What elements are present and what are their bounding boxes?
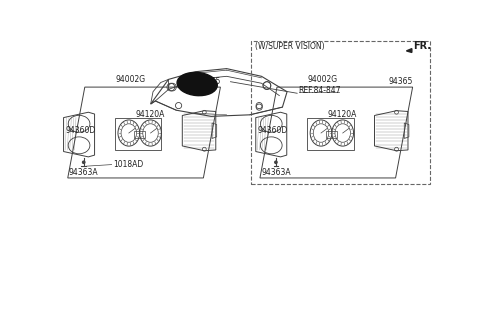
- Text: 94120A: 94120A: [136, 110, 165, 119]
- Bar: [326, 132, 337, 138]
- Bar: [134, 132, 145, 138]
- Text: FR.: FR.: [413, 41, 431, 51]
- Text: 94360D: 94360D: [257, 126, 288, 135]
- Ellipse shape: [177, 72, 217, 96]
- Text: 94365: 94365: [197, 77, 221, 86]
- Text: 94360D: 94360D: [65, 126, 96, 135]
- Text: REF.84-847: REF.84-847: [299, 86, 341, 95]
- Text: 94120A: 94120A: [328, 110, 358, 119]
- Bar: [251, 41, 431, 184]
- Text: 94363A: 94363A: [69, 168, 98, 177]
- Text: 94002G: 94002G: [308, 75, 338, 84]
- Text: 94363A: 94363A: [261, 168, 291, 177]
- Circle shape: [83, 161, 85, 163]
- Circle shape: [275, 161, 277, 163]
- Text: 1018AD: 1018AD: [113, 160, 144, 169]
- Text: (W/SUPER VISION): (W/SUPER VISION): [255, 42, 325, 51]
- Text: 94365: 94365: [389, 77, 413, 86]
- Text: 94002G: 94002G: [116, 75, 145, 84]
- Polygon shape: [407, 49, 412, 52]
